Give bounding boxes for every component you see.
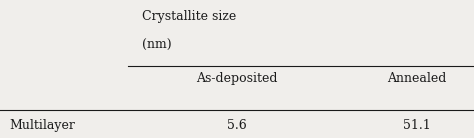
Text: Crystallite size: Crystallite size [142,10,237,23]
Text: Annealed: Annealed [387,72,447,85]
Text: 51.1: 51.1 [403,119,431,132]
Text: 5.6: 5.6 [227,119,247,132]
Text: Multilayer: Multilayer [9,119,75,132]
Text: (nm): (nm) [142,39,172,52]
Text: As-deposited: As-deposited [196,72,278,85]
